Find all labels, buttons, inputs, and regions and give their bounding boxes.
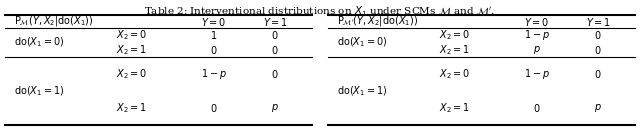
Text: $Y=1$: $Y=1$ (586, 16, 611, 28)
Text: $0$: $0$ (210, 44, 218, 56)
Text: $X_2=1$: $X_2=1$ (115, 43, 147, 57)
Text: $\mathrm{do}(X_1=1)$: $\mathrm{do}(X_1=1)$ (337, 84, 388, 98)
Text: $\mathrm{do}(X_1=1)$: $\mathrm{do}(X_1=1)$ (14, 84, 65, 98)
Text: $0$: $0$ (595, 29, 602, 41)
Text: $\mathrm{P}_{\mathcal{M}}(Y, X_2|\mathrm{do}(X_1))$: $\mathrm{P}_{\mathcal{M}}(Y, X_2|\mathrm… (14, 14, 94, 28)
Text: $X_2=1$: $X_2=1$ (438, 101, 470, 115)
Text: $X_2=0$: $X_2=0$ (115, 67, 147, 81)
Text: $X_2=1$: $X_2=1$ (115, 101, 147, 115)
Text: $0$: $0$ (595, 44, 602, 56)
Text: $\mathrm{do}(X_1=0)$: $\mathrm{do}(X_1=0)$ (337, 36, 388, 49)
Text: $p$: $p$ (271, 102, 279, 114)
Text: $0$: $0$ (271, 29, 279, 41)
Text: $X_2=0$: $X_2=0$ (438, 67, 470, 81)
Text: $X_2=0$: $X_2=0$ (438, 28, 470, 42)
Text: $0$: $0$ (271, 68, 279, 80)
Text: $1-p$: $1-p$ (524, 28, 550, 42)
Text: $1-p$: $1-p$ (524, 67, 550, 81)
Text: $0$: $0$ (271, 44, 279, 56)
Text: $1-p$: $1-p$ (201, 67, 227, 81)
Text: $0$: $0$ (595, 68, 602, 80)
Text: $\mathrm{do}(X_1=0)$: $\mathrm{do}(X_1=0)$ (14, 36, 65, 49)
Text: $p$: $p$ (595, 102, 602, 114)
Text: $1$: $1$ (210, 29, 218, 41)
Text: $0$: $0$ (210, 102, 218, 114)
Text: $Y=1$: $Y=1$ (262, 16, 288, 28)
Text: $p$: $p$ (533, 44, 541, 56)
Text: Table 2: Interventional distributions on $X_1$ under SCMs $\mathcal{M}$ and $\ma: Table 2: Interventional distributions on… (145, 5, 495, 19)
Text: $X_2=1$: $X_2=1$ (438, 43, 470, 57)
Text: $\mathrm{P}_{\mathcal{M}^{\prime}}(Y, X_2|\mathrm{do}(X_1))$: $\mathrm{P}_{\mathcal{M}^{\prime}}(Y, X_… (337, 14, 419, 28)
Text: $Y=0$: $Y=0$ (524, 16, 550, 28)
Text: $X_2=0$: $X_2=0$ (115, 28, 147, 42)
Text: $Y=0$: $Y=0$ (201, 16, 227, 28)
Text: $0$: $0$ (533, 102, 541, 114)
